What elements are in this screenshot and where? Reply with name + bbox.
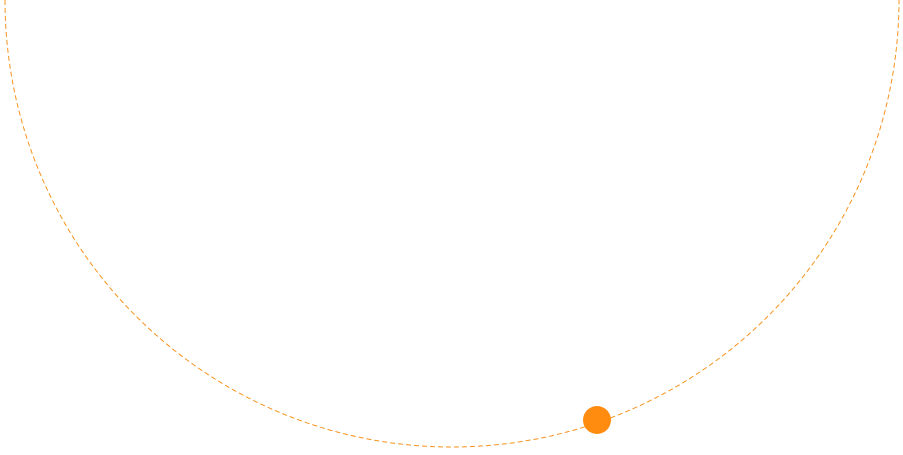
orbit-dot — [583, 406, 611, 434]
dashed-arc — [4, 0, 900, 448]
